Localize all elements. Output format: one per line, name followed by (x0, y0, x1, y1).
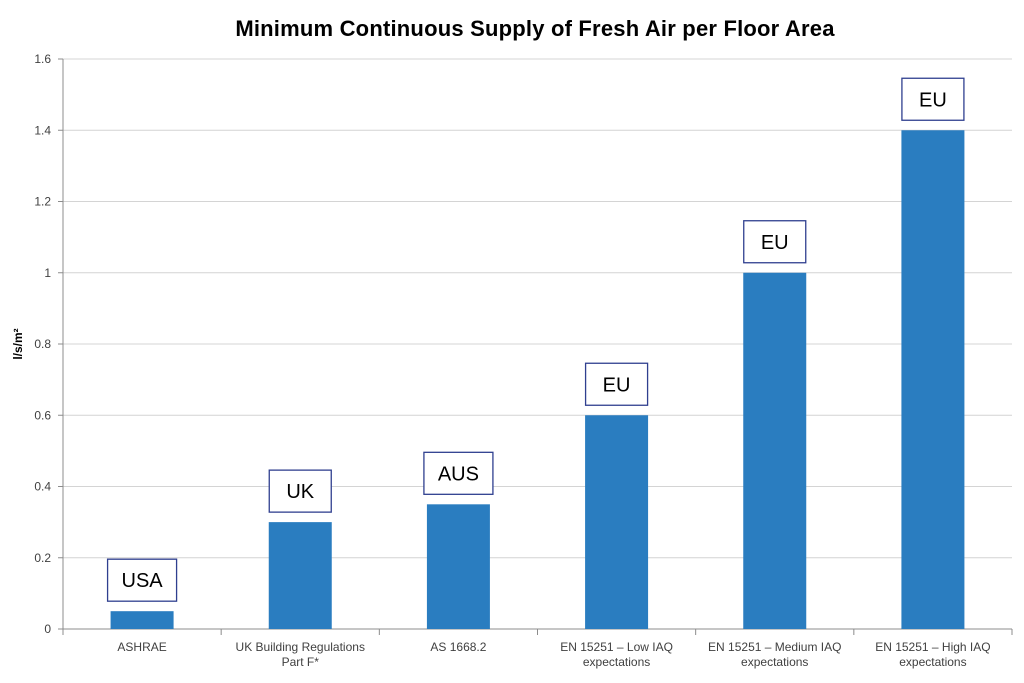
bar (426, 504, 490, 629)
y-tick-label: 0.6 (34, 408, 51, 422)
x-tick-label: expectations (583, 655, 650, 669)
x-tick-label: EN 15251 – Low IAQ (560, 640, 673, 654)
y-tick-label: 1.6 (34, 52, 51, 66)
x-tick-label: ASHRAE (117, 640, 166, 654)
bar (743, 272, 807, 629)
annotation-label: USA (122, 570, 164, 592)
annotation-label: EU (603, 374, 631, 396)
annotation-box (584, 362, 649, 406)
annotation-box (106, 558, 178, 602)
y-tick-label: 0.4 (34, 480, 51, 494)
bar (110, 611, 174, 629)
annotation-box (743, 220, 807, 264)
annotation-label: EU (761, 232, 789, 254)
annotation-label: AUS (438, 463, 479, 485)
bar (268, 522, 332, 629)
x-tick-label: UK Building Regulations (236, 640, 365, 654)
y-tick-label: 0 (44, 622, 51, 636)
chart-title: Minimum Continuous Supply of Fresh Air p… (235, 16, 835, 41)
bar (901, 130, 965, 629)
axes (58, 58, 1013, 635)
y-tick-label: 1.4 (34, 123, 51, 137)
annotation-box (901, 77, 965, 121)
y-tick-label: 0.8 (34, 337, 51, 351)
bar (585, 415, 649, 629)
x-tick-label: expectations (899, 655, 966, 669)
x-tick-label: EN 15251 – High IAQ (875, 640, 990, 654)
x-tick-label: expectations (741, 655, 808, 669)
annotation-label: UK (286, 481, 314, 503)
x-tick-label: AS 1668.2 (430, 640, 486, 654)
x-tick-label: Part F* (282, 655, 320, 669)
gridlines (63, 58, 1012, 559)
labels: 0 0.2 0.4 0.6 0.8 1 1.2 1.4 1.6 l/s/m² USA ASHRAE UK… (11, 52, 991, 669)
y-tick-label: 1 (44, 266, 51, 280)
annotation-box (268, 469, 332, 513)
annotation-box (423, 451, 494, 495)
x-tick-label: EN 15251 – Medium IAQ (708, 640, 841, 654)
y-axis-label: l/s/m² (11, 328, 25, 359)
bars (110, 130, 965, 629)
y-tick-label: 0.2 (34, 551, 51, 565)
y-tick-label: 1.2 (34, 195, 51, 209)
annotation-label: EU (919, 89, 947, 111)
